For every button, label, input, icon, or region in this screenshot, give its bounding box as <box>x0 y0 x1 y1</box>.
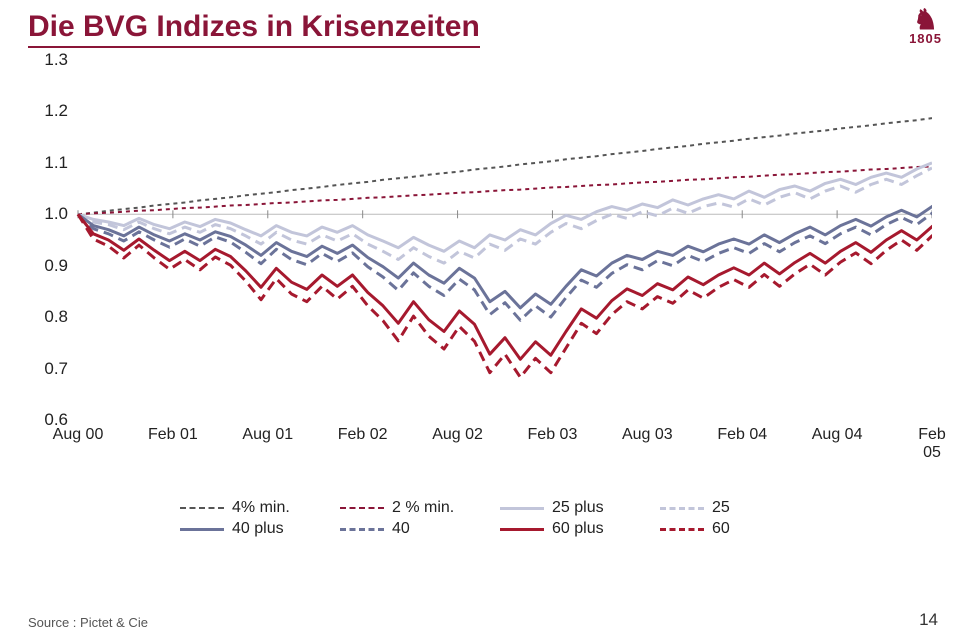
legend-swatch <box>340 528 384 531</box>
legend-item-4min: 4% min. <box>180 499 300 517</box>
ytick-label: 1.1 <box>28 153 68 173</box>
legend-item-60: 60 <box>660 520 780 538</box>
legend-swatch <box>340 507 384 509</box>
legend-label: 4% min. <box>232 499 290 517</box>
xtick-label: Aug 03 <box>622 426 673 444</box>
legend-item-2min: 2 % min. <box>340 499 460 517</box>
xtick-label: Feb 03 <box>528 426 578 444</box>
series-40 <box>78 204 932 320</box>
series-4min <box>78 118 932 214</box>
legend-label: 60 plus <box>552 520 604 538</box>
legend-item-40: 40 <box>340 520 460 538</box>
legend-swatch <box>180 507 224 509</box>
ytick-label: 0.9 <box>28 256 68 276</box>
legend-label: 25 <box>712 499 730 517</box>
xtick-label: Aug 02 <box>432 426 483 444</box>
legend-item-25: 25 <box>660 499 780 517</box>
legend-label: 60 <box>712 520 730 538</box>
brand-logo: ♞ 1805 <box>909 6 942 46</box>
lion-icon: ♞ <box>909 6 942 34</box>
ytick-label: 1.3 <box>28 50 68 70</box>
page-number: 14 <box>919 610 938 630</box>
ytick-label: 0.7 <box>28 359 68 379</box>
ytick-label: 1.0 <box>28 204 68 224</box>
legend-swatch <box>660 507 704 510</box>
xtick-label: Feb 02 <box>338 426 388 444</box>
legend-item-25plus: 25 plus <box>500 499 620 517</box>
xtick-label: Aug 04 <box>812 426 863 444</box>
xtick-label: Feb 04 <box>717 426 767 444</box>
xtick-label: Feb 05 <box>918 426 946 462</box>
xtick-label: Feb 01 <box>148 426 198 444</box>
ytick-label: 1.2 <box>28 101 68 121</box>
legend-label: 25 plus <box>552 499 604 517</box>
xtick-label: Aug 00 <box>53 426 104 444</box>
legend-swatch <box>500 528 544 531</box>
page-title: Die BVG Indizes in Krisenzeiten <box>28 10 480 48</box>
legend-item-60plus: 60 plus <box>500 520 620 538</box>
legend-swatch <box>500 507 544 510</box>
chart-legend: 4% min. 2 % min. 25 plus 25 40 plus 40 60 plus… <box>28 496 932 538</box>
line-chart: 0.60.70.80.91.01.11.21.3 Aug 00Feb 01Aug… <box>28 60 932 538</box>
series-25 <box>78 168 932 263</box>
legend-swatch <box>660 528 704 531</box>
legend-label: 40 <box>392 520 410 538</box>
legend-item-40plus: 40 plus <box>180 520 300 538</box>
source-text: Source : Pictet & Cie <box>28 615 148 630</box>
legend-label: 40 plus <box>232 520 284 538</box>
brand-year: 1805 <box>909 31 942 46</box>
xtick-label: Aug 01 <box>242 426 293 444</box>
ytick-label: 0.8 <box>28 307 68 327</box>
chart-svg <box>28 60 932 440</box>
legend-swatch <box>180 528 224 531</box>
legend-label: 2 % min. <box>392 499 454 517</box>
